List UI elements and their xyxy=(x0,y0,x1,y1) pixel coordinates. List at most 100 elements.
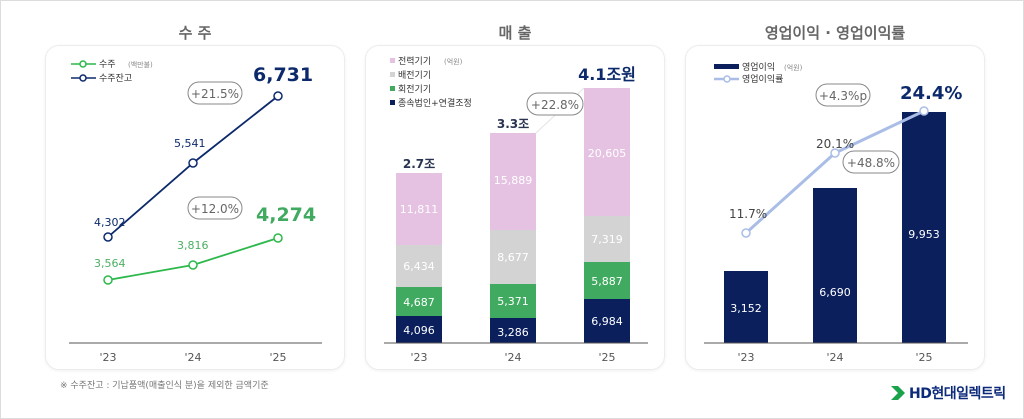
legend-marker-icon xyxy=(79,60,87,68)
legend-swatch-icon xyxy=(390,72,395,77)
bar xyxy=(902,112,946,343)
segment-label: 7,319 xyxy=(591,233,623,246)
value-label: 4,302 xyxy=(94,216,126,229)
legend-op-profit: 영업이익 xyxy=(742,61,775,73)
growth-badge-text: +12.0% xyxy=(191,202,239,216)
margin-label: 11.7% xyxy=(729,207,767,221)
segment-label: 4,687 xyxy=(403,296,435,309)
logo-text: HD현대일렉트릭 xyxy=(909,386,1006,402)
value-label: 5,541 xyxy=(174,137,206,150)
data-point xyxy=(830,148,840,158)
total-label: 2.7조 xyxy=(403,157,435,171)
segment-label: 6,984 xyxy=(591,315,623,328)
data-point xyxy=(273,91,283,101)
bar-segment xyxy=(396,173,442,245)
growth-badge-text: +21.5% xyxy=(191,87,239,101)
legend-power: 전력기기 xyxy=(398,55,431,67)
data-point xyxy=(103,275,113,285)
legend-unit: (억원) xyxy=(784,63,803,72)
sales-title: 매 출 xyxy=(498,24,532,42)
margin-label-highlight: 24.4% xyxy=(900,83,962,104)
bar-label: 3,152 xyxy=(730,302,762,315)
bar xyxy=(813,188,857,343)
total-label: 3.3조 xyxy=(497,117,529,131)
growth-badge-text: +48.8% xyxy=(847,156,895,170)
legend-backlog: 수주잔고 xyxy=(99,73,132,84)
x-tick: '25 xyxy=(269,351,286,364)
legend-subsidiary: 종속법인+연결조정 xyxy=(398,98,472,109)
growth-badge-text: +22.8% xyxy=(531,98,579,112)
legend-orders: 수주 xyxy=(99,59,116,70)
x-tick: '23 xyxy=(410,351,427,364)
x-tick: '25 xyxy=(915,351,932,364)
bar-label: 6,690 xyxy=(819,286,851,299)
data-point xyxy=(741,228,751,238)
bar-segment xyxy=(584,262,630,299)
profit-chart: 영업이익 (억원) 영업이익률 3,152 6,690 9,953 11.7% … xyxy=(704,61,968,364)
x-tick: '23 xyxy=(99,351,116,364)
bar-segment xyxy=(584,299,630,343)
bar-segment xyxy=(490,318,536,343)
value-label-highlight: 4,274 xyxy=(256,204,316,226)
segment-label: 15,889 xyxy=(494,174,533,187)
x-tick: '24 xyxy=(504,351,521,364)
x-tick: '24 xyxy=(826,351,843,364)
bar-segment xyxy=(396,316,442,343)
bar-segment xyxy=(396,245,442,287)
profit-legend: 영업이익 (억원) 영업이익률 xyxy=(714,61,803,85)
growth-badge xyxy=(842,150,900,174)
segment-label: 3,286 xyxy=(497,326,529,339)
bar-segment xyxy=(490,133,536,230)
sales-legend: 전력기기 (억원) 배전기기 회전기기 종속법인+연결조정 xyxy=(390,55,472,109)
legend-distribution: 배전기기 xyxy=(398,70,431,81)
orders-card: 수주 (백만불) 수주잔고 4,302 5,541 6,731 3,564 3,… xyxy=(45,45,345,370)
x-tick: '25 xyxy=(598,351,615,364)
bar-segment xyxy=(490,284,536,318)
sales-chart: 전력기기 (억원) 배전기기 회전기기 종속법인+연결조정 4,096 4,68… xyxy=(384,55,648,364)
legend-op-margin: 영업이익률 xyxy=(742,73,783,85)
segment-label: 8,677 xyxy=(497,251,529,264)
legend-marker-icon xyxy=(723,75,731,83)
legend-marker-icon xyxy=(79,74,87,82)
footnote: ※ 수주잔고 : 기납품액(매출인식 분)을 제외한 금액기준 xyxy=(60,381,269,391)
profit-card: 영업이익 (억원) 영업이익률 3,152 6,690 9,953 11.7% … xyxy=(685,45,985,370)
segment-label: 5,887 xyxy=(591,275,623,288)
orders-chart: 수주 (백만불) 수주잔고 4,302 5,541 6,731 3,564 3,… xyxy=(69,59,322,364)
bar-segment xyxy=(584,216,630,262)
segment-label: 5,371 xyxy=(497,295,529,308)
legend-swatch-icon xyxy=(390,58,395,63)
growth-badge xyxy=(815,83,871,107)
legend-swatch-icon xyxy=(714,64,739,69)
margin-label: 20.1% xyxy=(816,137,854,151)
growth-badge xyxy=(187,196,243,220)
bar-label: 9,953 xyxy=(908,228,940,241)
growth-badge-text: +4.3%p xyxy=(819,89,867,103)
bar-segment xyxy=(396,287,442,316)
legend-unit: (백만불) xyxy=(128,60,153,69)
growth-badge xyxy=(187,81,243,105)
value-label-highlight: 6,731 xyxy=(253,64,313,86)
legend-swatch-icon xyxy=(390,100,395,105)
bar-segment xyxy=(490,230,536,284)
legend-swatch-icon xyxy=(390,86,395,91)
segment-label: 11,811 xyxy=(400,203,439,216)
data-point xyxy=(273,233,283,243)
value-label: 3,816 xyxy=(177,239,209,252)
total-label-highlight: 4.1조원 xyxy=(578,65,636,84)
orders-title: 수 주 xyxy=(178,24,212,42)
profit-title: 영업이익 · 영업이익률 xyxy=(764,24,906,42)
x-tick: '24 xyxy=(184,351,201,364)
data-point xyxy=(919,106,929,116)
bar xyxy=(724,271,768,343)
sales-card: 전력기기 (억원) 배전기기 회전기기 종속법인+연결조정 4,096 4,68… xyxy=(365,45,665,370)
legend-unit: (억원) xyxy=(444,57,463,66)
segment-label: 20,605 xyxy=(588,147,627,160)
value-label: 3,564 xyxy=(94,257,126,270)
company-logo: HD현대일렉트릭 xyxy=(890,383,1006,403)
orders-legend: 수주 (백만불) 수주잔고 xyxy=(71,59,153,84)
bar-segment xyxy=(584,88,630,216)
data-point xyxy=(103,232,113,242)
data-point xyxy=(188,158,198,168)
segment-label: 4,096 xyxy=(403,324,435,337)
legend-rotating: 회전기기 xyxy=(398,84,431,95)
